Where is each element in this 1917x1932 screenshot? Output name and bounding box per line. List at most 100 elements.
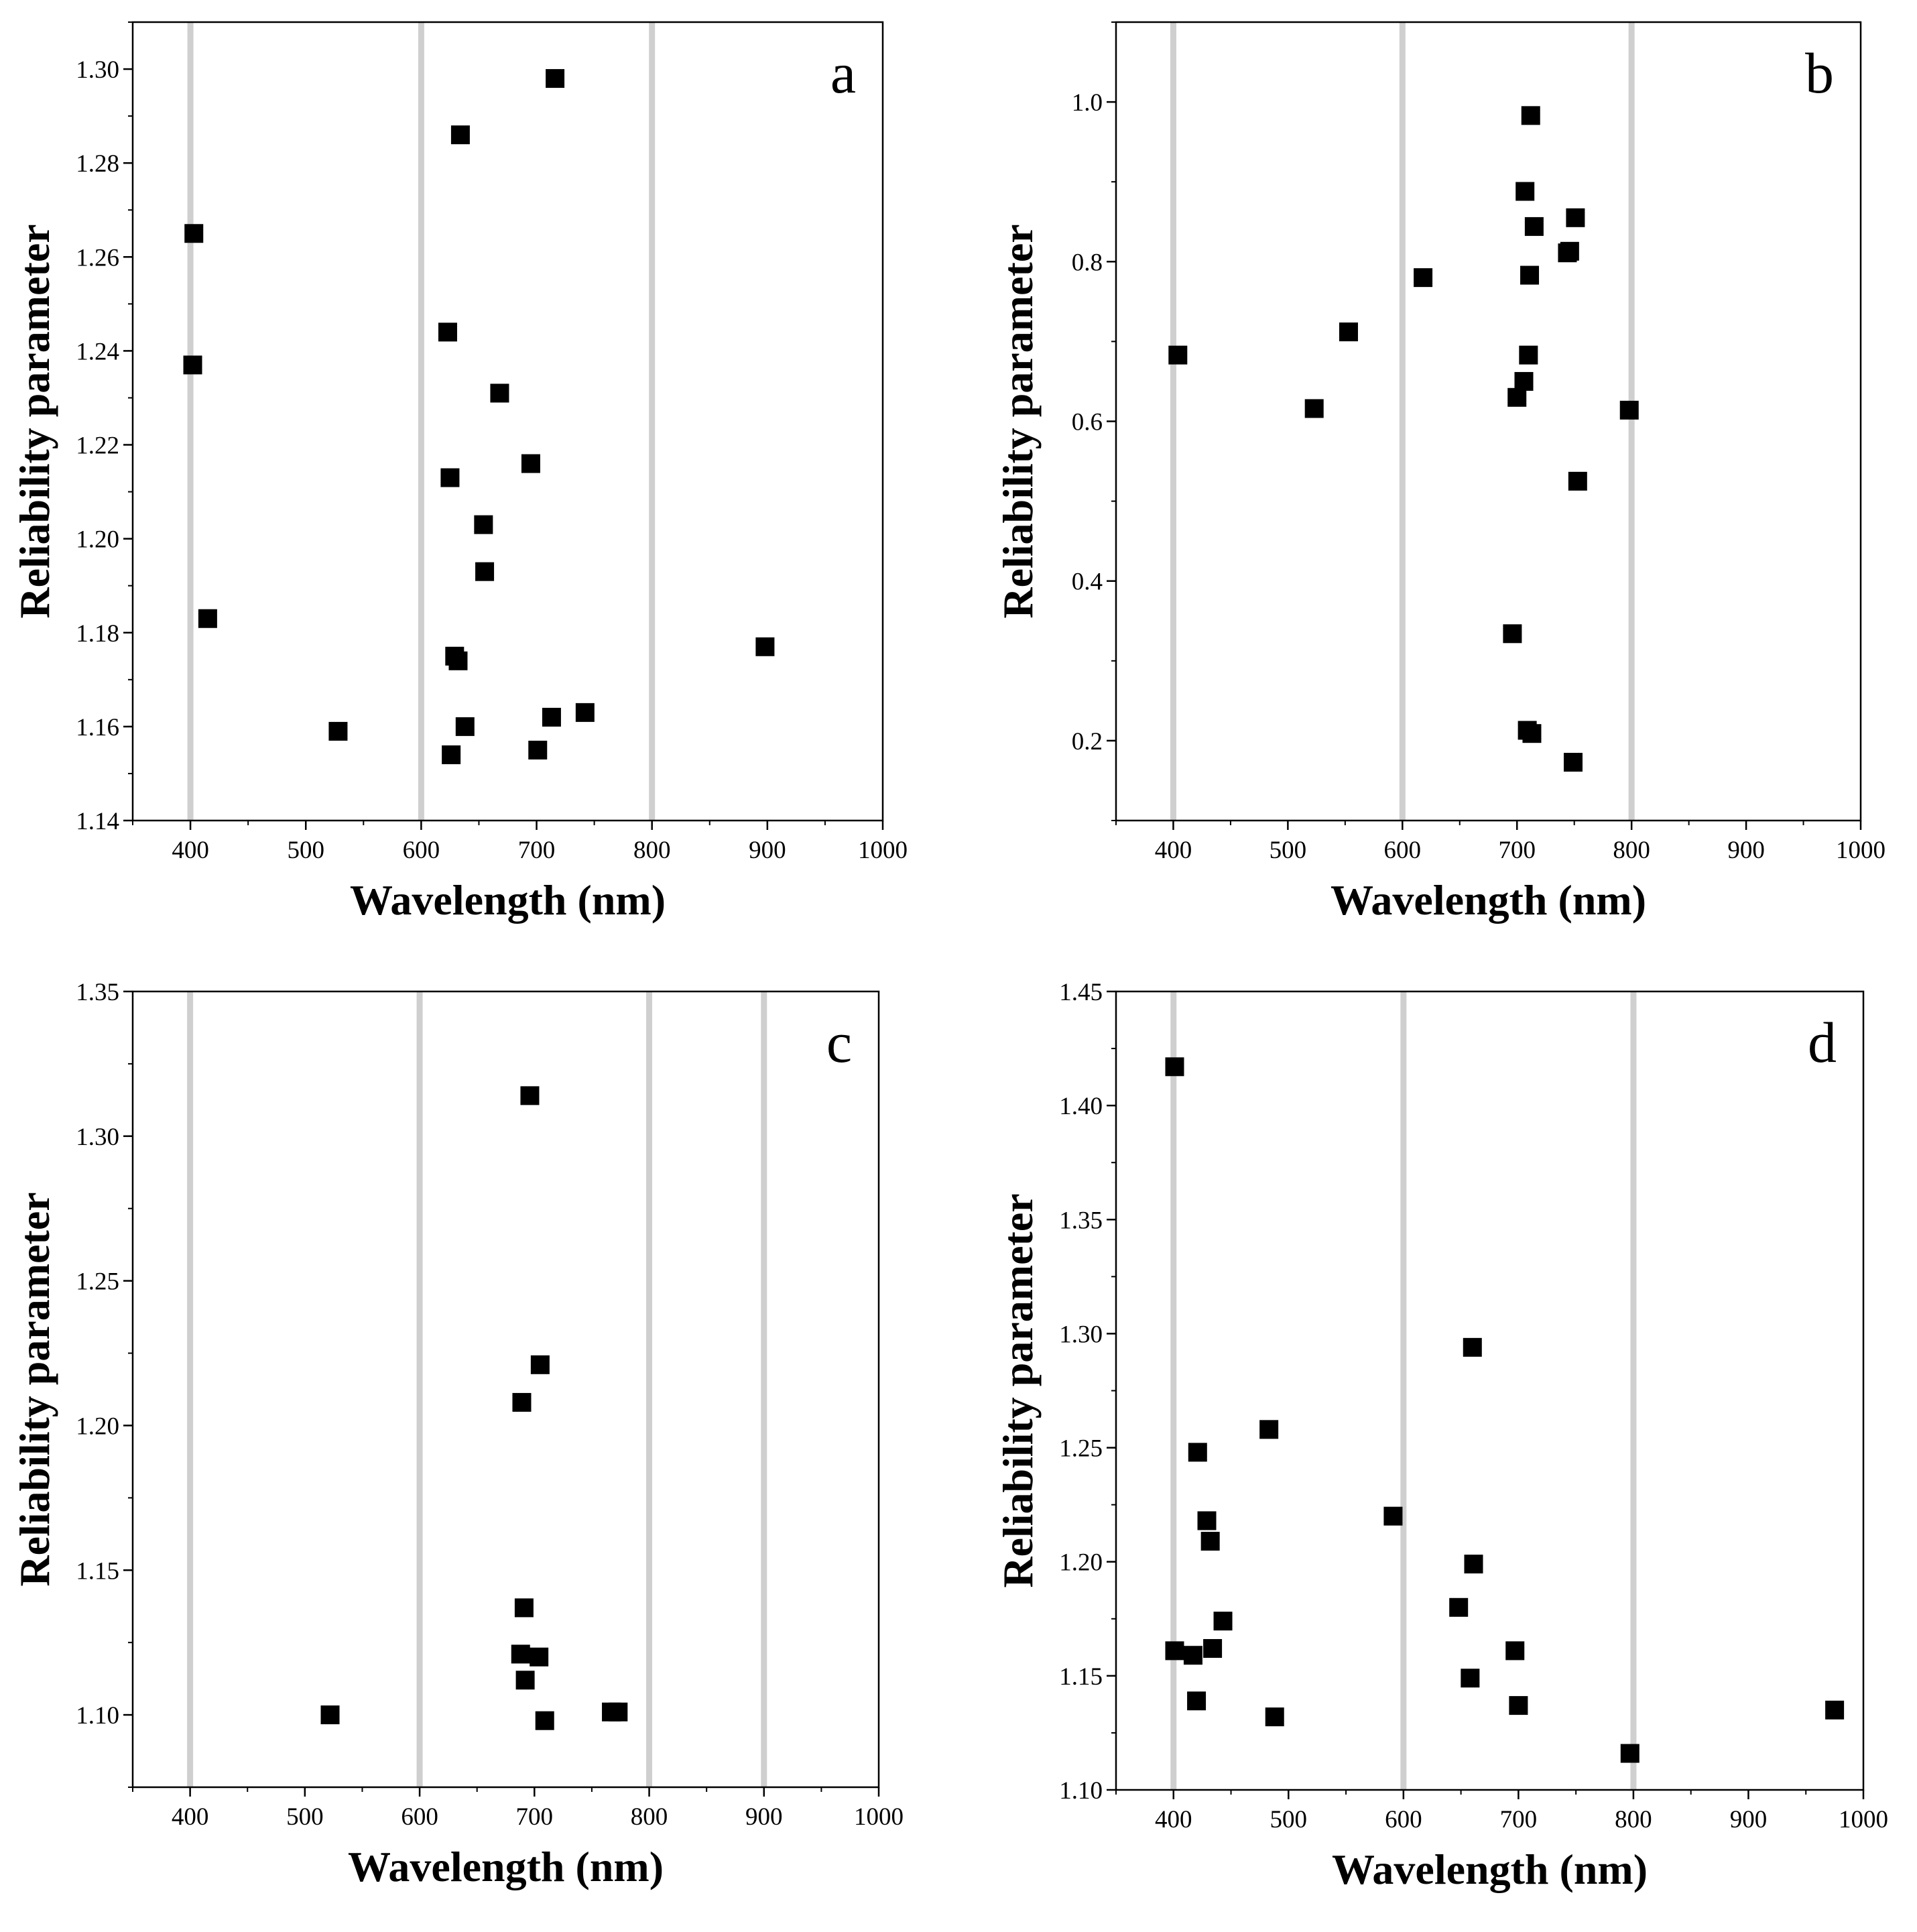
data-point [1203,1639,1223,1658]
panel-label: c [826,1010,852,1075]
x-tick-label: 500 [287,837,324,864]
data-point [1461,1669,1480,1688]
x-tick-label: 800 [631,1803,668,1831]
x-tick-label: 1000 [854,1803,904,1831]
data-point [1165,1057,1184,1077]
plot-frame [131,21,884,822]
data-point [490,383,509,403]
y-tick-label: 1.0 [1072,89,1103,117]
panel-label: b [1805,41,1834,105]
plot-frame [131,990,880,1789]
data-point [530,1355,550,1374]
y-tick-label: 1.30 [76,56,119,84]
data-point [183,355,202,375]
x-tick-label: 500 [1270,837,1307,864]
data-point [520,1086,540,1105]
panel-label: a [830,41,856,105]
data-point [1165,1641,1184,1661]
data-point [528,740,548,760]
y-axis-title: Reliability parameter [994,224,1042,618]
data-point [1463,1337,1482,1357]
x-tick-label: 500 [1270,1806,1308,1833]
data-point [1563,753,1583,772]
data-point [511,1644,530,1664]
data-point [546,69,565,88]
y-tick-label: 1.10 [1059,1777,1103,1805]
data-point [530,1647,549,1667]
x-tick-label: 400 [1155,837,1192,864]
data-point [1449,1597,1469,1617]
panel-a: 400 500 600 700 800 900 1000 1.14 1.16 1.18 1.20 1.… [11,21,908,924]
x-axis-title: Wavelength (nm) [350,876,666,924]
data-point [515,1671,535,1690]
data-point [1825,1700,1845,1719]
x-tick-label: 700 [518,837,556,864]
x-tick-label: 400 [172,1803,209,1831]
y-axis-title: Reliability parameter [994,1193,1042,1587]
x-tick-label: 400 [1155,1806,1192,1833]
data-point [1213,1612,1233,1631]
data-point [1183,1646,1202,1665]
x-tick-label: 900 [749,837,786,864]
data-point [1521,106,1540,125]
panel-c: 400 500 600 700 800 900 1000 1.10 1.15 1.20 1.25 1.… [11,979,904,1890]
data-point [1414,268,1433,288]
data-point [475,562,495,581]
data-point [328,721,348,741]
data-point [1503,624,1522,644]
y-tick-label: 1.35 [76,979,119,1006]
data-point [521,454,540,473]
y-tick-label: 1.25 [76,1268,119,1296]
data-point [1560,241,1579,261]
data-point [535,1711,554,1730]
x-tick-label: 1000 [858,837,908,864]
y-tick-label: 1.45 [1059,979,1103,1006]
data-point [542,707,561,727]
data-point [1265,1707,1284,1727]
y-axis-title: Reliability parameter [11,224,58,618]
y-tick-label: 1.22 [76,432,119,460]
data-point [1200,1532,1220,1551]
y-tick-label: 1.28 [76,150,119,178]
x-tick-label: 700 [516,1803,554,1831]
data-point [1383,1506,1403,1526]
x-tick-label: 700 [1498,837,1536,864]
data-point [1509,1696,1528,1715]
data-point [1619,400,1639,420]
data-point [455,717,475,736]
data-point [1187,1691,1207,1711]
data-point [1188,1443,1207,1462]
data-point [440,468,460,487]
panel-d: 400 500 600 700 800 900 1000 1.10 1.15 1.20 1.25 1.… [994,979,1888,1893]
y-tick-label: 0.6 [1072,409,1103,436]
y-tick-label: 1.18 [76,620,119,648]
y-tick-label: 1.15 [1059,1663,1103,1691]
data-point [514,1598,534,1618]
data-point [609,1702,628,1722]
y-tick-label: 0.8 [1072,249,1103,276]
data-point [1304,399,1324,418]
data-point [1516,182,1535,201]
x-tick-label: 900 [1727,837,1765,864]
x-tick-label: 400 [172,837,209,864]
data-point [512,1392,532,1412]
data-point [1524,217,1544,236]
x-tick-label: 500 [286,1803,324,1831]
data-point [320,1705,340,1725]
data-point [438,322,457,342]
y-tick-label: 1.24 [76,338,119,365]
x-tick-label: 800 [633,837,671,864]
x-axis-title: Wavelength (nm) [348,1843,664,1890]
data-point [474,515,493,534]
data-point [1519,345,1538,365]
x-tick-label: 1000 [1839,1806,1888,1833]
data-point [1620,1744,1640,1763]
data-point [755,637,775,656]
data-point [575,703,595,722]
y-tick-label: 1.26 [76,244,119,271]
data-point [1514,371,1534,391]
y-tick-label: 1.20 [76,1412,119,1440]
x-tick-label: 600 [1385,1806,1422,1833]
y-tick-label: 1.16 [76,714,119,741]
